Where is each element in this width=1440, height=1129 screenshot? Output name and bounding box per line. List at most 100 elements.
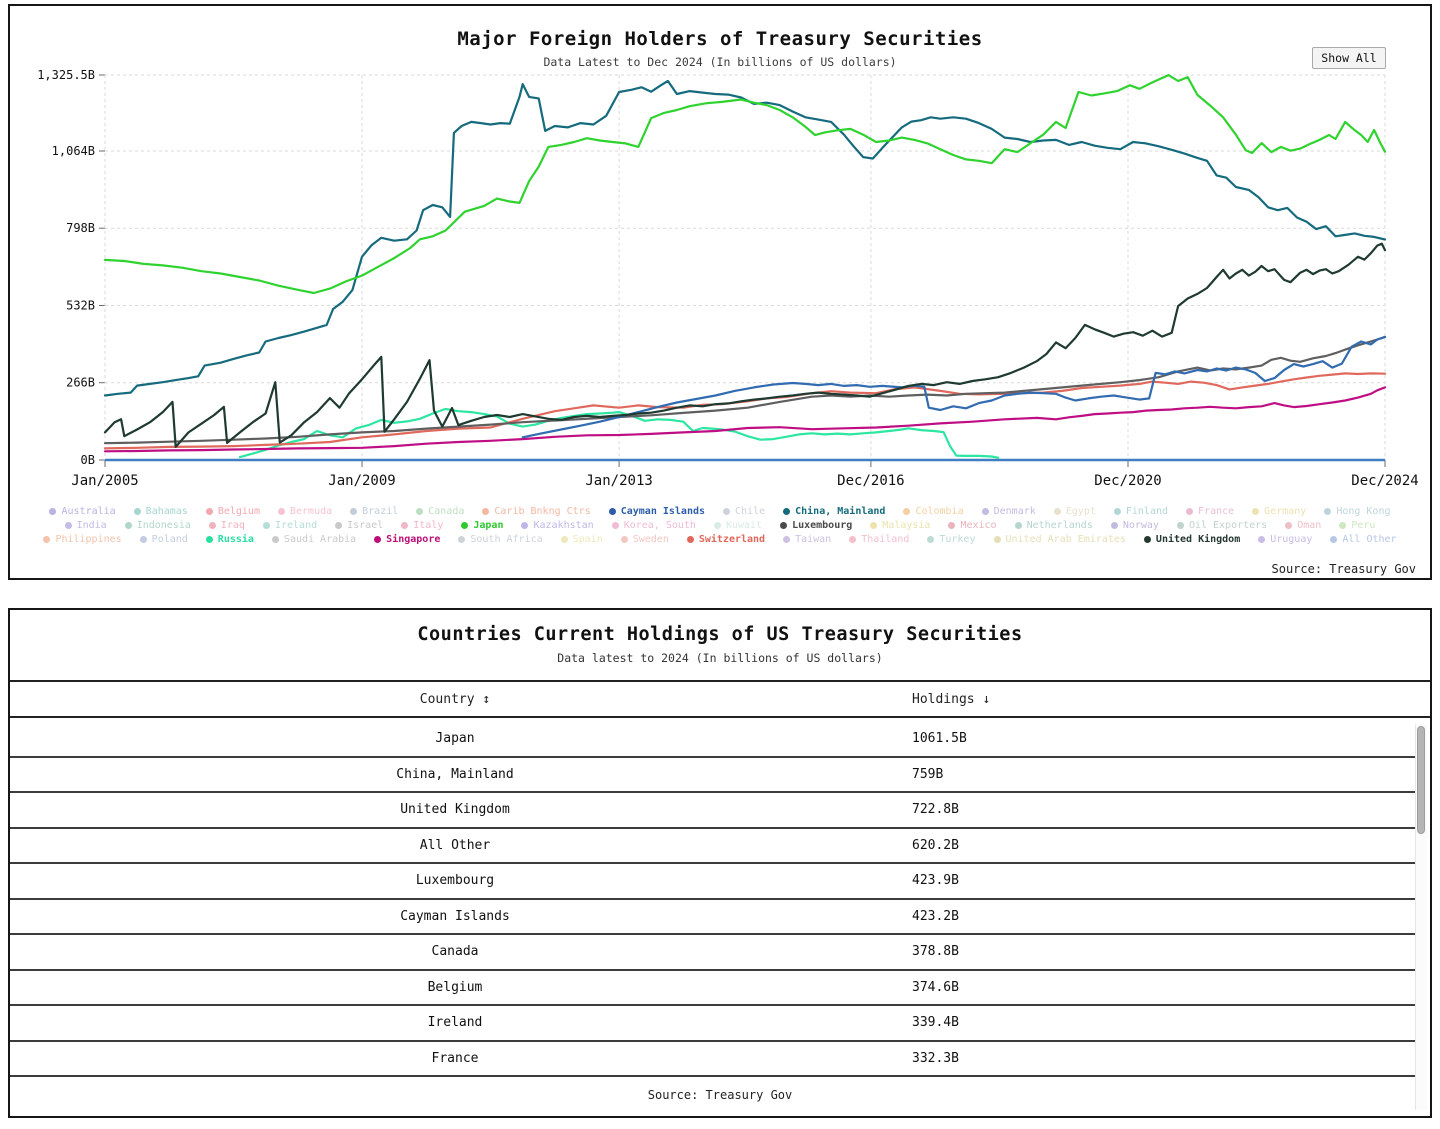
series-line-luxembourg bbox=[103, 335, 1387, 445]
legend-item-label: Luxembourg bbox=[792, 520, 853, 531]
legend-dot-icon bbox=[350, 508, 358, 515]
legend-item-finland[interactable]: Finland bbox=[1113, 506, 1169, 517]
table-row-luxembourg[interactable]: Luxembourg 423.9B bbox=[10, 864, 1416, 900]
table-row-cayman-islands[interactable]: Cayman Islands 423.2B bbox=[10, 899, 1416, 935]
holdings-cell: 339.4B bbox=[912, 1015, 959, 1031]
legend-item-kuwait[interactable]: Kuwait bbox=[713, 520, 762, 531]
holdings-header-label: Holdings bbox=[912, 691, 975, 707]
legend-item-japan[interactable]: Japan bbox=[461, 520, 503, 531]
legend-item-saudi-arabia[interactable]: Saudi Arabia bbox=[271, 534, 356, 545]
legend-item-label: China, Mainland bbox=[795, 506, 886, 517]
country-cell: Luxembourg bbox=[415, 873, 495, 889]
table-row-china-mainland[interactable]: China, Mainland 759B bbox=[10, 757, 1416, 793]
legend-item-label: Finland bbox=[1125, 506, 1169, 517]
legend-item-kazakhstan[interactable]: Kazakhstan bbox=[521, 520, 594, 531]
legend-item-turkey[interactable]: Turkey bbox=[927, 534, 976, 545]
legend-item-netherlands[interactable]: Netherlands bbox=[1014, 520, 1093, 531]
legend-item-china-mainland[interactable]: China, Mainland bbox=[783, 506, 885, 517]
legend-item-label: Germany bbox=[1264, 506, 1307, 517]
legend-item-label: South Africa bbox=[470, 534, 543, 545]
svg-text:Dec/2020: Dec/2020 bbox=[1094, 473, 1161, 489]
legend-item-thailand[interactable]: Thailand bbox=[849, 534, 909, 545]
legend-item-spain[interactable]: Spain bbox=[560, 534, 603, 545]
legend-item-bermuda[interactable]: Bermuda bbox=[277, 506, 332, 517]
legend-item-peru[interactable]: Peru bbox=[1339, 520, 1375, 531]
legend-item-carib-bnkng-ctrs[interactable]: Carib Bnkng Ctrs bbox=[482, 506, 591, 517]
legend-item-colombia[interactable]: Colombia bbox=[903, 506, 964, 517]
svg-text:Dec/2024: Dec/2024 bbox=[1351, 473, 1418, 489]
legend-item-taiwan[interactable]: Taiwan bbox=[783, 534, 831, 545]
legend-item-india[interactable]: India bbox=[64, 520, 107, 531]
svg-text:Dec/2016: Dec/2016 bbox=[837, 473, 904, 489]
legend-item-luxembourg[interactable]: Luxembourg bbox=[780, 520, 852, 531]
legend-item-sweden[interactable]: Sweden bbox=[620, 534, 669, 545]
legend-item-hong-kong[interactable]: Hong Kong bbox=[1324, 506, 1391, 517]
holdings-cell: 759B bbox=[912, 766, 944, 782]
table-row-france[interactable]: France 332.3B bbox=[10, 1041, 1416, 1077]
legend-item-mexico[interactable]: Mexico bbox=[948, 520, 997, 531]
legend-item-label: Singapore bbox=[386, 534, 441, 545]
legend-item-russia[interactable]: Russia bbox=[205, 534, 254, 545]
legend-item-denmark[interactable]: Denmark bbox=[981, 506, 1036, 517]
legend-item-belgium[interactable]: Belgium bbox=[205, 506, 260, 517]
legend-item-label: Norway bbox=[1122, 520, 1159, 531]
legend-item-chile[interactable]: Chile bbox=[723, 506, 765, 517]
legend-item-norway[interactable]: Norway bbox=[1110, 520, 1159, 531]
legend-item-germany[interactable]: Germany bbox=[1252, 506, 1306, 517]
legend-item-south-africa[interactable]: South Africa bbox=[458, 534, 543, 545]
scrollbar-thumb[interactable] bbox=[1417, 726, 1425, 834]
legend-item-ireland[interactable]: Ireland bbox=[262, 520, 318, 531]
table-row-belgium[interactable]: Belgium 374.6B bbox=[10, 970, 1416, 1006]
legend-dot-icon bbox=[1113, 508, 1121, 515]
legend-item-italy[interactable]: Italy bbox=[401, 520, 443, 531]
legend-item-uruguay[interactable]: Uruguay bbox=[1258, 534, 1312, 545]
legend-item-switzerland[interactable]: Switzerland bbox=[686, 534, 765, 545]
legend-item-label: Israel bbox=[347, 520, 384, 531]
legend-item-bahamas[interactable]: Bahamas bbox=[133, 506, 188, 517]
table-row-japan[interactable]: Japan 1061.5B bbox=[10, 722, 1416, 758]
legend-item-label: Ireland bbox=[274, 520, 318, 531]
legend-item-label: Poland bbox=[151, 534, 188, 545]
legend-item-oman[interactable]: Oman bbox=[1285, 520, 1321, 531]
legend-item-australia[interactable]: Australia bbox=[49, 506, 116, 517]
table-scrollbar[interactable] bbox=[1415, 724, 1427, 1110]
legend-item-france[interactable]: France bbox=[1186, 506, 1234, 517]
legend-dot-icon bbox=[723, 508, 731, 515]
legend-item-philippines[interactable]: Philippines bbox=[43, 534, 122, 545]
table-row-canada[interactable]: Canada 378.8B bbox=[10, 935, 1416, 971]
legend-item-label: Italy bbox=[413, 520, 444, 531]
legend-item-iraq[interactable]: Iraq bbox=[208, 520, 245, 531]
legend-item-korea-south[interactable]: Korea, South bbox=[611, 520, 696, 531]
legend-dot-icon bbox=[49, 508, 57, 515]
legend-item-all-other[interactable]: All Other bbox=[1330, 534, 1397, 545]
legend-item-cayman-islands[interactable]: Cayman Islands bbox=[608, 506, 705, 517]
table-row-united-kingdom[interactable]: United Kingdom 722.8B bbox=[10, 793, 1416, 829]
legend-dot-icon bbox=[783, 508, 791, 515]
legend-item-label: Oman bbox=[1297, 520, 1322, 531]
legend-dot-icon bbox=[1014, 522, 1022, 529]
legend-item-malaysia[interactable]: Malaysia bbox=[870, 520, 930, 531]
legend-item-indonesia[interactable]: Indonesia bbox=[124, 520, 191, 531]
legend-item-brazil[interactable]: Brazil bbox=[350, 506, 398, 517]
holdings-column-header[interactable]: Holdings ↓ bbox=[900, 692, 1430, 707]
legend-dot-icon bbox=[849, 536, 857, 543]
legend-item-united-kingdom[interactable]: United Kingdom bbox=[1143, 534, 1240, 545]
table-row-all-other[interactable]: All Other 620.2B bbox=[10, 828, 1416, 864]
country-cell: France bbox=[431, 1050, 479, 1066]
legend-item-label: Iraq bbox=[220, 520, 245, 531]
legend-item-poland[interactable]: Poland bbox=[139, 534, 188, 545]
legend-item-label: Spain bbox=[572, 534, 603, 545]
table-row-ireland[interactable]: Ireland 339.4B bbox=[10, 1006, 1416, 1042]
line-chart-plot[interactable]: 0B 266B 532B 798B 1,064B 1,325.5B Jan/2005 Jan/… bbox=[10, 6, 1430, 578]
legend-item-israel[interactable]: Israel bbox=[335, 520, 383, 531]
legend-item-united-arab-emirates[interactable]: United Arab Emirates bbox=[993, 534, 1126, 545]
legend-item-singapore[interactable]: Singapore bbox=[374, 534, 440, 545]
legend-item-canada[interactable]: Canada bbox=[416, 506, 464, 517]
legend-row: Australia Bahamas Belgium Bermuda Brazil Cana… bbox=[40, 506, 1399, 517]
legend-item-egypt[interactable]: Egypt bbox=[1053, 506, 1096, 517]
show-all-button[interactable]: Show All bbox=[1312, 47, 1386, 69]
country-column-header[interactable]: Country ↕ bbox=[10, 692, 900, 707]
holdings-cell: 423.2B bbox=[912, 908, 959, 924]
legend-item-oil-exporters[interactable]: Oil Exporters bbox=[1176, 520, 1267, 531]
series-line-china_mainland bbox=[103, 79, 1387, 397]
